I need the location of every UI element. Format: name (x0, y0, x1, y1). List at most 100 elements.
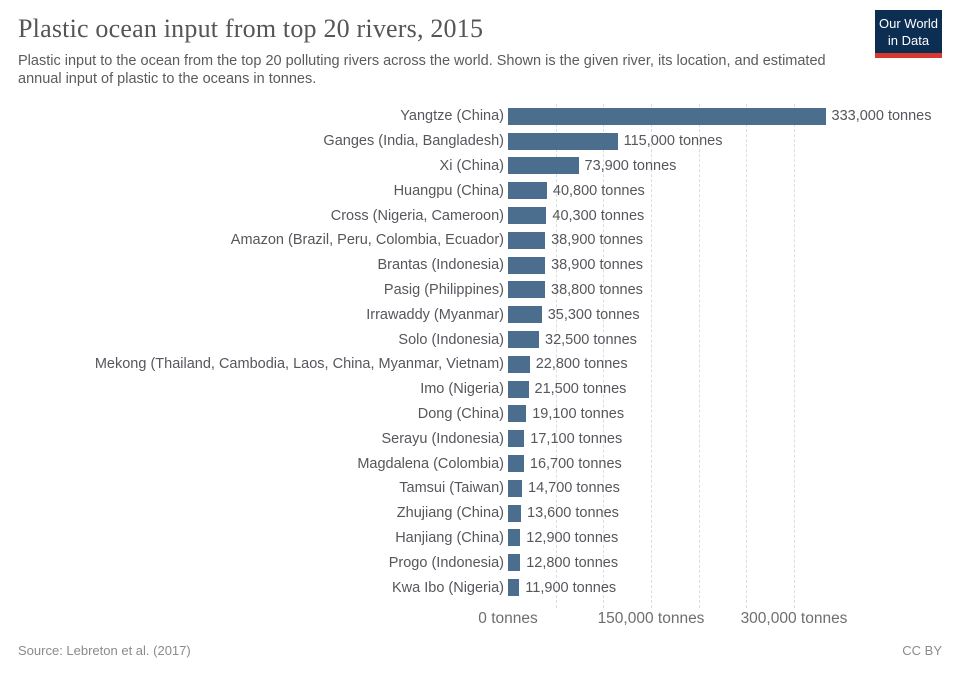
bar-cell: 17,100 tonnes (508, 426, 942, 451)
bar-value-label: 38,900 tonnes (551, 232, 644, 249)
bar-row: Xi (China) 73,900 tonnes (18, 154, 942, 179)
river-label: Mekong (Thailand, Cambodia, Laos, China,… (94, 356, 504, 373)
bar[interactable] (508, 331, 539, 349)
bar-value-label: 12,900 tonnes (526, 529, 619, 546)
bar-row: Yangtze (China) 333,000 tonnes (18, 104, 942, 129)
bar[interactable] (508, 107, 826, 125)
bar-cell: 38,900 tonnes (508, 228, 942, 253)
bar-row: Amazon (Brazil, Peru, Colombia, Ecuador)… (18, 228, 942, 253)
bar-row: Serayu (Indonesia) 17,100 tonnes (18, 426, 942, 451)
bar-cell: 40,300 tonnes (508, 203, 942, 228)
bar-chart: Yangtze (China) 333,000 tonnes Ganges (I… (18, 104, 942, 608)
bar-value-label: 40,300 tonnes (552, 207, 645, 224)
bar-value-label: 73,900 tonnes (584, 157, 677, 174)
bar-cell: 115,000 tonnes (508, 129, 942, 154)
river-label: Magdalena (Colombia) (357, 455, 504, 472)
gridline (698, 104, 700, 608)
bar[interactable] (508, 455, 524, 473)
gridline (555, 104, 557, 608)
gridline (746, 104, 748, 608)
chart-footer: Source: Lebreton et al. (2017) CC BY (18, 643, 942, 658)
bar-row: Zhujiang (China) 13,600 tonnes (18, 501, 942, 526)
river-label: Amazon (Brazil, Peru, Colombia, Ecuador) (230, 232, 504, 249)
bar[interactable] (508, 380, 529, 398)
river-label: Tamsui (Taiwan) (399, 480, 504, 497)
bar[interactable] (508, 430, 525, 448)
river-label: Solo (Indonesia) (398, 331, 504, 348)
bar-row: Tamsui (Taiwan) 14,700 tonnes (18, 476, 942, 501)
river-label: Huangpu (China) (393, 182, 504, 199)
x-axis: 0 tonnes 150,000 tonnes 300,000 tonnes (478, 604, 942, 632)
bar-row: Magdalena (Colombia) 16,700 tonnes (18, 451, 942, 476)
bar-cell: 13,600 tonnes (508, 501, 942, 526)
river-label: Serayu (Indonesia) (381, 430, 504, 447)
bar-row: Hanjiang (China) 12,900 tonnes (18, 526, 942, 551)
river-label: Irrawaddy (Myanmar) (366, 306, 504, 323)
bar-cell: 38,900 tonnes (508, 253, 942, 278)
bar[interactable] (508, 479, 522, 497)
bar-value-label: 19,100 tonnes (532, 405, 625, 422)
bar[interactable] (508, 405, 527, 423)
bar-cell: 40,800 tonnes (508, 178, 942, 203)
bar-value-label: 35,300 tonnes (547, 306, 640, 323)
chart-header: Plastic ocean input from top 20 rivers, … (18, 10, 942, 89)
bar[interactable] (508, 231, 546, 249)
bar[interactable] (508, 182, 547, 200)
bar-row: Brantas (Indonesia) 38,900 tonnes (18, 253, 942, 278)
gridline (603, 104, 605, 608)
bar-value-label: 115,000 tonnes (623, 133, 723, 150)
river-label: Yangtze (China) (400, 108, 504, 125)
bar-cell: 19,100 tonnes (508, 402, 942, 427)
bar-cell: 21,500 tonnes (508, 377, 942, 402)
bar-row: Dong (China) 19,100 tonnes (18, 402, 942, 427)
bar-cell: 333,000 tonnes (508, 104, 942, 129)
bar-row: Huangpu (China) 40,800 tonnes (18, 178, 942, 203)
bar-value-label: 14,700 tonnes (528, 480, 620, 497)
owid-logo[interactable]: Our World in Data (875, 10, 942, 59)
bar[interactable] (508, 529, 521, 547)
river-label: Ganges (India, Bangladesh) (323, 133, 504, 150)
bar-row: Irrawaddy (Myanmar) 35,300 tonnes (18, 302, 942, 327)
bar[interactable] (508, 355, 530, 373)
chart-title: Plastic ocean input from top 20 rivers, … (18, 14, 484, 43)
bar-cell: 32,500 tonnes (508, 327, 942, 352)
bar-chart-rows: Yangtze (China) 333,000 tonnes Ganges (I… (18, 104, 942, 608)
bar-value-label: 11,900 tonnes (525, 579, 617, 596)
bar-row: Kwa Ibo (Nigeria) 11,900 tonnes (18, 575, 942, 600)
x-axis-tick-label: 150,000 tonnes (597, 610, 705, 627)
river-label: Pasig (Philippines) (383, 281, 504, 298)
bar[interactable] (508, 207, 547, 225)
bar[interactable] (508, 554, 521, 572)
bar-cell: 73,900 tonnes (508, 154, 942, 179)
river-label: Dong (China) (417, 405, 504, 422)
gridlines-layer (508, 104, 942, 608)
owid-logo-line2: in Data (887, 33, 930, 49)
bar[interactable] (508, 132, 618, 150)
x-axis-tick-label: 300,000 tonnes (740, 610, 848, 627)
license-badge[interactable]: CC BY (902, 643, 942, 658)
bar[interactable] (508, 504, 521, 522)
bar-cell: 14,700 tonnes (508, 476, 942, 501)
bar-value-label: 333,000 tonnes (831, 108, 932, 125)
bar[interactable] (508, 256, 546, 274)
bar[interactable] (508, 306, 542, 324)
bar-cell: 38,800 tonnes (508, 278, 942, 303)
bar-row: Cross (Nigeria, Cameroon) 40,300 tonnes (18, 203, 942, 228)
bar-row: Pasig (Philippines) 38,800 tonnes (18, 278, 942, 303)
river-label: Brantas (Indonesia) (377, 257, 504, 274)
river-label: Zhujiang (China) (396, 505, 504, 522)
bar-cell: 12,800 tonnes (508, 550, 942, 575)
x-axis-tick-label: 0 tonnes (478, 610, 538, 627)
river-label: Kwa Ibo (Nigeria) (391, 579, 504, 596)
bar-cell: 35,300 tonnes (508, 302, 942, 327)
bar[interactable] (508, 281, 545, 299)
chart-subtitle: Plastic input to the ocean from the top … (18, 53, 826, 87)
river-label: Progo (Indonesia) (388, 554, 504, 571)
bar[interactable] (508, 157, 579, 175)
bar[interactable] (508, 579, 520, 597)
bar-value-label: 16,700 tonnes (529, 455, 622, 472)
river-label: Xi (China) (439, 157, 504, 174)
bar-value-label: 32,500 tonnes (545, 331, 637, 348)
river-label: Cross (Nigeria, Cameroon) (330, 207, 504, 224)
source-note: Source: Lebreton et al. (2017) (18, 643, 191, 658)
